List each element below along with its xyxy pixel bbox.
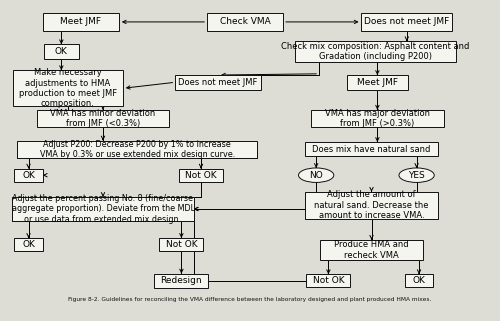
FancyBboxPatch shape <box>154 273 208 288</box>
Text: OK: OK <box>22 240 35 249</box>
FancyBboxPatch shape <box>43 13 119 31</box>
Text: Check VMA: Check VMA <box>220 17 270 26</box>
FancyBboxPatch shape <box>306 192 438 219</box>
Text: OK: OK <box>55 47 68 56</box>
Text: Figure 8-2. Guidelines for reconciling the VMA difference between the laboratory: Figure 8-2. Guidelines for reconciling t… <box>68 297 432 302</box>
Text: Meet JMF: Meet JMF <box>60 17 102 26</box>
Text: Meet JMF: Meet JMF <box>357 78 398 87</box>
FancyBboxPatch shape <box>12 70 123 106</box>
FancyBboxPatch shape <box>179 169 223 182</box>
Text: Check mix composition: Asphalt content and
Gradation (including P200): Check mix composition: Asphalt content a… <box>282 42 470 61</box>
Text: Redesign: Redesign <box>160 276 202 285</box>
Text: Adjust P200: Decrease P200 by 1% to increase
VMA by 0.3% or use extended mix des: Adjust P200: Decrease P200 by 1% to incr… <box>40 140 235 159</box>
FancyBboxPatch shape <box>306 274 350 287</box>
Text: Does mix have natural sand: Does mix have natural sand <box>312 145 430 154</box>
FancyBboxPatch shape <box>320 240 423 260</box>
Text: Adjust the percent passing No. 8 (fine/coarse
aggregate proportion). Deviate fro: Adjust the percent passing No. 8 (fine/c… <box>12 194 194 224</box>
FancyBboxPatch shape <box>176 75 261 90</box>
Text: NO: NO <box>310 171 323 180</box>
Text: Not OK: Not OK <box>185 171 217 180</box>
FancyBboxPatch shape <box>12 197 194 221</box>
Ellipse shape <box>399 168 434 182</box>
FancyBboxPatch shape <box>362 13 452 31</box>
Text: VMA has major deviation
from JMF (>0.3%): VMA has major deviation from JMF (>0.3%) <box>325 109 430 128</box>
FancyBboxPatch shape <box>14 169 42 182</box>
FancyBboxPatch shape <box>160 238 204 251</box>
Text: Not OK: Not OK <box>166 240 197 249</box>
Text: YES: YES <box>408 171 425 180</box>
FancyBboxPatch shape <box>44 44 78 59</box>
FancyBboxPatch shape <box>306 142 438 157</box>
FancyBboxPatch shape <box>405 274 434 287</box>
Text: Does not meet JMF: Does not meet JMF <box>364 17 450 26</box>
Text: OK: OK <box>412 276 426 285</box>
Text: Produce HMA and
recheck VMA: Produce HMA and recheck VMA <box>334 240 409 260</box>
Text: Does not meet JMF: Does not meet JMF <box>178 78 258 87</box>
Text: OK: OK <box>22 171 35 180</box>
FancyBboxPatch shape <box>347 75 408 90</box>
FancyBboxPatch shape <box>37 110 169 127</box>
FancyBboxPatch shape <box>207 13 283 31</box>
Ellipse shape <box>298 168 334 182</box>
FancyBboxPatch shape <box>294 41 456 62</box>
FancyBboxPatch shape <box>311 110 444 127</box>
FancyBboxPatch shape <box>18 141 258 158</box>
FancyBboxPatch shape <box>14 238 42 251</box>
Text: VMA has minor deviation
from JMF (<0.3%): VMA has minor deviation from JMF (<0.3%) <box>50 109 156 128</box>
Text: Not OK: Not OK <box>312 276 344 285</box>
Text: Adjust the amount of
natural sand. Decrease the
amount to increase VMA.: Adjust the amount of natural sand. Decre… <box>314 190 429 220</box>
Text: Make necessary
adjustments to HMA
production to meet JMF
composition.: Make necessary adjustments to HMA produc… <box>18 68 117 108</box>
